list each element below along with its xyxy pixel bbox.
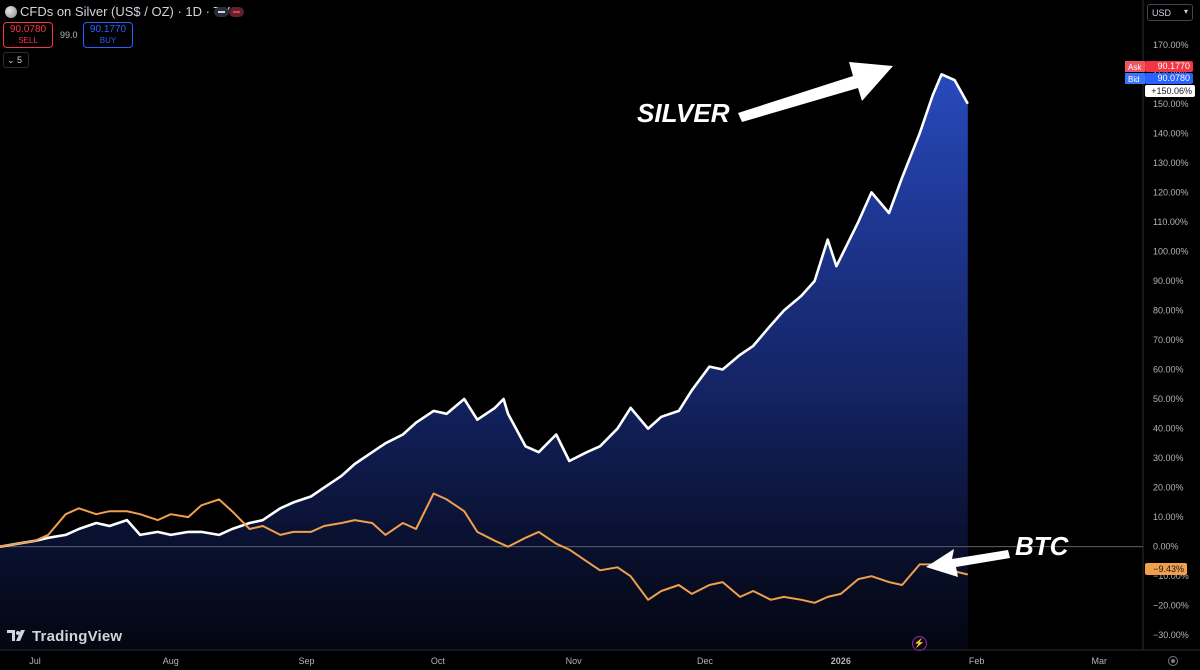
sell-button[interactable]: 90.0780 SELL <box>3 22 53 48</box>
market-closed-icon[interactable] <box>229 7 244 17</box>
silver-series-line[interactable] <box>0 73 969 548</box>
silver-change-badge: +150.06% <box>1151 86 1192 96</box>
y-tick-label: 50.00% <box>1153 394 1184 404</box>
ask-value: 90.1770 <box>1157 61 1190 71</box>
y-tick-label: 170.00% <box>1153 40 1189 50</box>
tradingview-logo-icon <box>7 630 25 641</box>
currency-label: USD <box>1152 8 1172 18</box>
y-tick-label: 0.00% <box>1153 542 1179 552</box>
x-tick-label: Jul <box>29 656 41 666</box>
chevron-down-icon: ⌄ <box>7 55 15 65</box>
chart-header: CFDs on Silver (US$ / OZ) · 1D · TVC 90.… <box>0 0 1145 70</box>
sell-price: 90.0780 <box>9 24 47 35</box>
btc-change-badge: −9.43% <box>1153 564 1184 574</box>
buy-button[interactable]: 90.1770 BUY <box>83 22 133 48</box>
gear-icon[interactable] <box>1168 656 1178 666</box>
x-tick-label: 2026 <box>831 656 851 666</box>
y-tick-label: 100.00% <box>1153 246 1189 256</box>
y-tick-label: 90.00% <box>1153 276 1184 286</box>
bid-label: Bid <box>1128 75 1140 84</box>
currency-select[interactable]: USD ▾ <box>1147 4 1193 21</box>
y-tick-label: −10.00% <box>1153 571 1189 581</box>
minus-toggle-icon[interactable] <box>214 7 229 17</box>
indicators-collapse-button[interactable]: ⌄ 5 <box>3 52 29 68</box>
btc-change-badge-bg <box>1145 563 1187 575</box>
silver-symbol-icon <box>5 6 17 18</box>
x-tick-label: Dec <box>697 656 714 666</box>
silver-annotation-label: SILVER <box>637 98 730 128</box>
x-tick-label: Nov <box>566 656 583 666</box>
silver-change-badge-bg <box>1145 85 1195 97</box>
bid-value: 90.0780 <box>1157 73 1190 83</box>
silver-arrow-icon <box>738 62 893 122</box>
y-tick-label: 70.00% <box>1153 335 1184 345</box>
y-tick-label: 130.00% <box>1153 158 1189 168</box>
ask-label-bg <box>1125 61 1145 72</box>
chart-title: CFDs on Silver (US$ / OZ) · 1D · TVC <box>20 4 240 19</box>
btc-annotation-label: BTC <box>1015 531 1070 561</box>
bid-label-bg <box>1125 73 1145 84</box>
bolt-icon[interactable]: ⚡ <box>912 636 927 651</box>
indicator-count: 5 <box>17 55 23 65</box>
y-tick-label: 120.00% <box>1153 187 1189 197</box>
y-tick-label: 30.00% <box>1153 453 1184 463</box>
y-tick-label: 110.00% <box>1153 217 1188 227</box>
y-tick-label: 60.00% <box>1153 365 1184 375</box>
x-tick-label: Sep <box>299 656 315 666</box>
logo-wordmark: TradingView <box>32 628 123 645</box>
y-tick-label: 140.00% <box>1153 128 1189 138</box>
y-tick-label: 150.00% <box>1153 99 1189 109</box>
y-tick-label: 20.00% <box>1153 483 1184 493</box>
x-tick-label: Feb <box>969 656 985 666</box>
btc-arrow-icon <box>926 549 1010 577</box>
y-tick-label: 10.00% <box>1153 512 1184 522</box>
btc-series-line[interactable] <box>0 492 969 604</box>
y-tick-label: −30.00% <box>1153 630 1189 640</box>
x-tick-label: Oct <box>431 656 446 666</box>
y-tick-label: 80.00% <box>1153 305 1184 315</box>
y-tick-label: 40.00% <box>1153 424 1184 434</box>
ask-value-bg <box>1145 61 1193 72</box>
buy-price: 90.1770 <box>89 24 127 35</box>
spread-value: 99.0 <box>60 30 78 40</box>
buy-label: BUY <box>99 36 117 45</box>
y-tick-label: −20.00% <box>1153 601 1189 611</box>
chevron-down-icon: ▾ <box>1183 7 1188 16</box>
ask-label: Ask <box>1128 63 1142 72</box>
x-tick-label: Mar <box>1091 656 1107 666</box>
sell-label: SELL <box>18 36 38 45</box>
silver-area-fill <box>0 74 968 651</box>
bid-value-bg <box>1145 73 1193 84</box>
x-tick-label: Aug <box>163 656 179 666</box>
